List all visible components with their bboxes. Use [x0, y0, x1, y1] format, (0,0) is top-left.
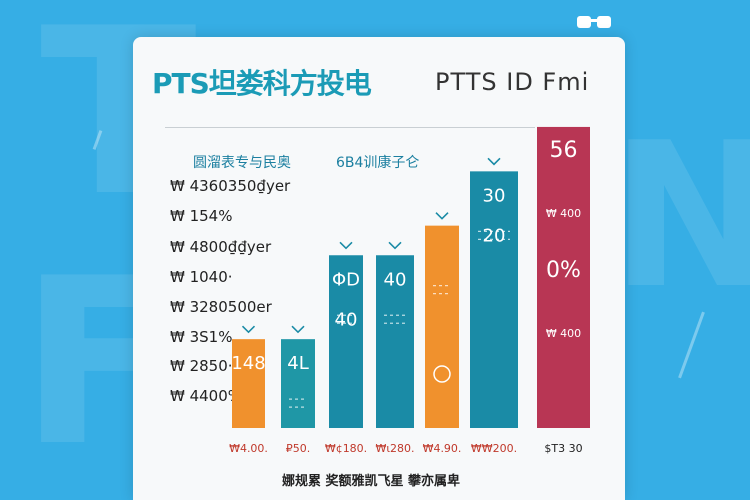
x-tick-label: ₩₩200. [471, 442, 517, 455]
bar-value-label: 40 [335, 309, 358, 330]
bar [329, 255, 363, 428]
bar-value-label: ΦD [332, 269, 360, 290]
y-tick-label: ₩ 4400% [170, 387, 243, 405]
bar [425, 225, 459, 428]
chevron-marker [388, 241, 402, 250]
bar-value-label: 4L [287, 353, 308, 374]
bar [376, 255, 414, 428]
bar-value-label: ₩ 400 [546, 207, 581, 220]
bar-value-label: ₩ 400 [546, 327, 581, 340]
x-tick-label: ₩ι280. [375, 442, 414, 455]
y-tick-label: ₩ 1040· [170, 268, 233, 286]
bar-value-label: 30 [483, 185, 506, 206]
glasses-icon [577, 16, 611, 28]
bar-value-label: 20 [483, 225, 506, 246]
chevron-marker [339, 241, 353, 250]
bar [281, 339, 315, 428]
clock-icon [433, 365, 451, 383]
y-tick-label: ₩ 4800₫₫yer [170, 238, 272, 256]
y-tick-label: ₩ 2850· [170, 357, 233, 375]
chart-title: PTS坦娄科方投电 [152, 67, 372, 100]
bar [537, 126, 590, 428]
y-tick-label: ₩ 154% [170, 207, 233, 225]
y-tick-label: ₩ 3280500er [170, 298, 272, 316]
y-tick-label: ₩ 4360350₫yer [170, 177, 291, 195]
bar-value-label: 40 [384, 269, 407, 290]
chevron-marker [487, 157, 501, 166]
x-tick-label: ₩4.90. [423, 442, 462, 455]
bar-value-label: 56 [550, 138, 578, 163]
x-tick-label: $T3 30 [544, 442, 582, 455]
chevron-marker [435, 212, 449, 220]
legend-entry: 圆溜表专与民奥 [193, 155, 291, 171]
legend-entry: 6B4训康子仑 [336, 155, 420, 171]
x-tick-label: ₽50. [286, 442, 311, 455]
chart-footer: 娜规累 奖额雅凯飞星 攀亦属卑 [282, 474, 461, 489]
x-tick-label: ₩4.00. [229, 442, 268, 455]
chart-subtitle: PTTS ID Fmi [435, 68, 590, 96]
chevron-marker [241, 325, 256, 334]
bar-value-label: 0% [546, 258, 581, 283]
y-tick-label: ₩ 3S1% [170, 328, 233, 346]
bar [470, 171, 518, 428]
x-tick-label: ₩¢180. [325, 442, 367, 455]
bar [232, 339, 265, 428]
background-letter: N [610, 100, 750, 333]
chevron-marker [291, 325, 305, 334]
bar-value-label: 148 [231, 353, 265, 374]
title-divider [165, 127, 535, 128]
